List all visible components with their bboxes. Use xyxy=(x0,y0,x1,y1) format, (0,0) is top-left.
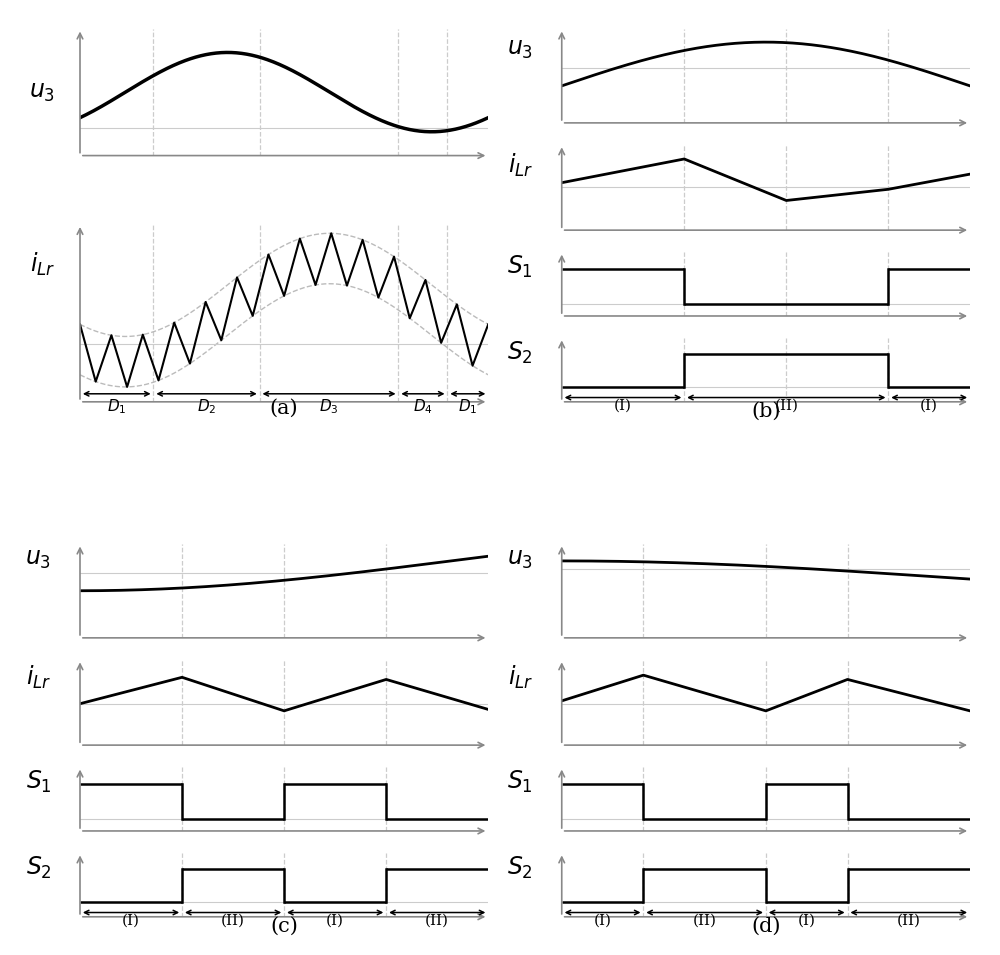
Text: $S_1$: $S_1$ xyxy=(26,769,51,795)
Text: (II): (II) xyxy=(693,914,717,928)
Text: (II): (II) xyxy=(425,914,449,928)
Text: (I): (I) xyxy=(326,914,344,928)
Text: $S_2$: $S_2$ xyxy=(507,855,533,881)
Text: $i_{Lr}$: $i_{Lr}$ xyxy=(30,251,56,278)
Text: (II): (II) xyxy=(897,914,921,928)
Text: $u_3$: $u_3$ xyxy=(25,548,51,571)
Text: (I): (I) xyxy=(122,914,140,928)
Text: $D_2$: $D_2$ xyxy=(197,397,216,416)
Text: $D_4$: $D_4$ xyxy=(413,397,433,416)
Text: $S_2$: $S_2$ xyxy=(507,339,533,366)
Text: $S_2$: $S_2$ xyxy=(26,855,51,881)
Text: (II): (II) xyxy=(774,399,798,413)
Text: $D_3$: $D_3$ xyxy=(319,397,339,416)
Text: (b): (b) xyxy=(751,401,781,420)
Text: $u_3$: $u_3$ xyxy=(507,548,533,571)
Text: $i_{Lr}$: $i_{Lr}$ xyxy=(508,151,533,179)
Text: (I): (I) xyxy=(920,399,938,413)
Text: $u_3$: $u_3$ xyxy=(507,38,533,61)
Text: $i_{Lr}$: $i_{Lr}$ xyxy=(508,664,533,690)
Text: $S_1$: $S_1$ xyxy=(507,254,533,280)
Text: $D_1$: $D_1$ xyxy=(458,397,478,416)
Text: (d): (d) xyxy=(751,917,781,936)
Text: (II): (II) xyxy=(221,914,245,928)
Text: $i_{Lr}$: $i_{Lr}$ xyxy=(26,664,51,690)
Text: $u_3$: $u_3$ xyxy=(29,80,56,103)
Text: $S_1$: $S_1$ xyxy=(507,769,533,795)
Text: (I): (I) xyxy=(614,399,632,413)
Text: (I): (I) xyxy=(798,914,816,928)
Text: (c): (c) xyxy=(270,917,298,936)
Text: (I): (I) xyxy=(594,914,612,928)
Text: (a): (a) xyxy=(270,398,298,417)
Text: $D_1$: $D_1$ xyxy=(107,397,126,416)
